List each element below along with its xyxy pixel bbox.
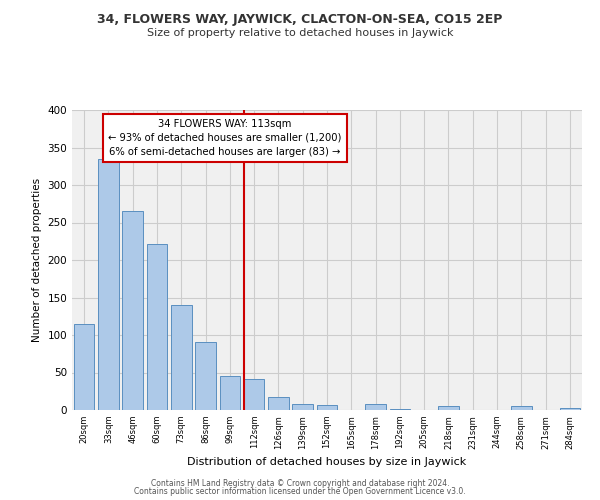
Bar: [98, 159, 119, 410]
Text: Size of property relative to detached houses in Jaywick: Size of property relative to detached ho…: [147, 28, 453, 38]
Bar: [389, 408, 410, 410]
X-axis label: Distribution of detached houses by size in Jaywick: Distribution of detached houses by size …: [187, 457, 467, 467]
Bar: [244, 378, 265, 410]
Text: 34 FLOWERS WAY: 113sqm
← 93% of detached houses are smaller (1,200)
6% of semi-d: 34 FLOWERS WAY: 113sqm ← 93% of detached…: [109, 119, 341, 157]
Bar: [171, 305, 191, 410]
Bar: [268, 396, 289, 410]
Bar: [74, 324, 94, 410]
Bar: [317, 405, 337, 410]
Y-axis label: Number of detached properties: Number of detached properties: [32, 178, 42, 342]
Bar: [292, 404, 313, 410]
Text: 34, FLOWERS WAY, JAYWICK, CLACTON-ON-SEA, CO15 2EP: 34, FLOWERS WAY, JAYWICK, CLACTON-ON-SEA…: [97, 12, 503, 26]
Bar: [511, 406, 532, 410]
Bar: [560, 408, 580, 410]
Bar: [146, 244, 167, 410]
Bar: [438, 406, 459, 410]
Text: Contains public sector information licensed under the Open Government Licence v3: Contains public sector information licen…: [134, 487, 466, 496]
Bar: [122, 211, 143, 410]
Bar: [220, 376, 240, 410]
Bar: [365, 404, 386, 410]
Bar: [195, 342, 216, 410]
Text: Contains HM Land Registry data © Crown copyright and database right 2024.: Contains HM Land Registry data © Crown c…: [151, 478, 449, 488]
